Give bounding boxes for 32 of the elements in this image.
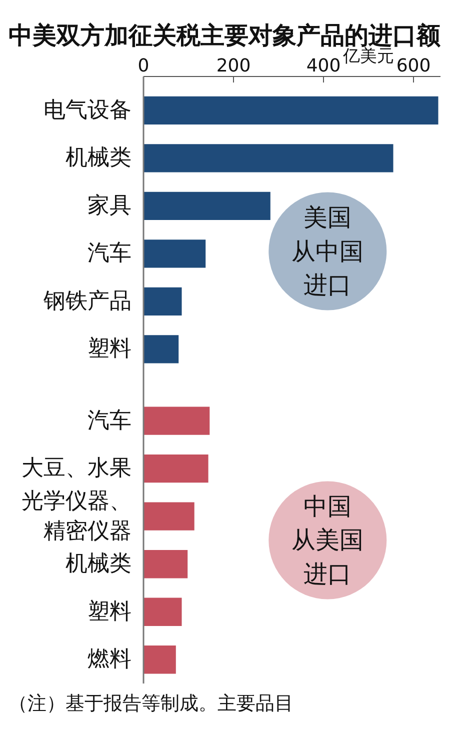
- text: （注）基于报告等制成。主要品目: [8, 692, 294, 714]
- bar: [144, 240, 206, 268]
- bar: [144, 454, 208, 483]
- y-tick-label: 光学仪器、精密仪器: [22, 488, 132, 544]
- bar: [144, 96, 438, 124]
- series-label: 美国从中国进口: [292, 204, 364, 299]
- bar: [144, 646, 176, 674]
- bar: [144, 144, 394, 172]
- bar: [144, 550, 188, 578]
- y-tick-label: 机械类: [66, 146, 132, 171]
- y-tick-label: 燃料: [88, 647, 132, 672]
- y-tick-label: 电气设备: [44, 98, 132, 123]
- bar: [144, 598, 182, 626]
- x-axis-title: 亿美元: [342, 46, 394, 66]
- y-tick-label: 汽车: [88, 241, 132, 266]
- bar: [144, 287, 182, 316]
- y-tick-label: 大豆、水果: [22, 456, 132, 482]
- y-tick-label: 家具: [88, 193, 132, 218]
- x-tick-label: 400: [306, 56, 341, 76]
- y-tick-label: 钢铁产品: [42, 288, 132, 314]
- bar: [144, 502, 194, 530]
- y-tick-label: 汽车: [88, 408, 132, 434]
- x-tick-label: 200: [216, 56, 251, 76]
- y-tick-label: 机械类: [66, 552, 132, 577]
- x-tick-label: 600: [396, 56, 431, 76]
- y-tick-label: 塑料: [88, 599, 132, 624]
- bar: [144, 335, 179, 364]
- bar: [144, 192, 270, 220]
- y-tick-label: 塑料: [88, 336, 132, 362]
- x-tick-label: 0: [138, 56, 150, 76]
- text: 中国从美国进口: [292, 492, 364, 588]
- bar: [144, 406, 210, 435]
